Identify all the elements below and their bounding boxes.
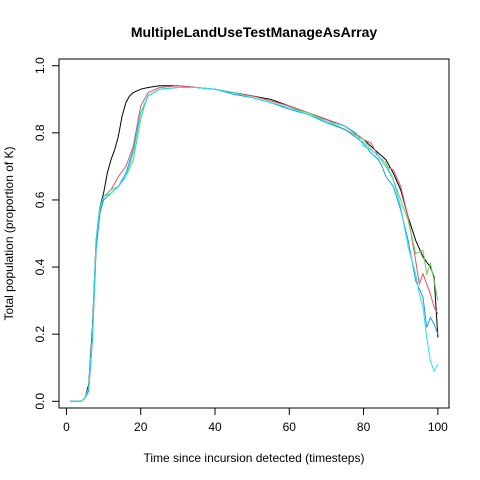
y-tick-label: 0.0 bbox=[33, 393, 47, 410]
x-tick-label: 80 bbox=[357, 420, 371, 434]
y-axis: 0.0 0.2 0.4 0.6 0.8 1.0 bbox=[33, 57, 60, 410]
y-tick-label: 0.4 bbox=[33, 258, 47, 275]
y-tick-label: 0.2 bbox=[33, 326, 47, 343]
x-tick-label: 0 bbox=[63, 420, 70, 434]
y-axis-label: Total population (proportion of K) bbox=[2, 146, 16, 320]
series-line-2 bbox=[70, 85, 439, 402]
x-axis-label: Time since incursion detected (timesteps… bbox=[144, 451, 365, 465]
y-tick-label: 0.6 bbox=[33, 191, 47, 208]
x-tick-label: 60 bbox=[283, 420, 297, 434]
x-tick-label: 40 bbox=[208, 420, 222, 434]
series-line-5 bbox=[70, 87, 439, 402]
y-tick-label: 1.0 bbox=[33, 57, 47, 74]
x-axis: 0 20 40 60 80 100 bbox=[63, 407, 448, 434]
y-tick-label: 0.8 bbox=[33, 124, 47, 141]
plot-frame bbox=[58, 58, 450, 409]
chart-title: MultipleLandUseTestManageAsArray bbox=[131, 24, 378, 40]
x-tick-label: 20 bbox=[134, 420, 148, 434]
series-line-4 bbox=[70, 87, 439, 402]
x-tick-label: 100 bbox=[428, 420, 448, 434]
series-layer bbox=[70, 85, 439, 402]
series-line-3 bbox=[70, 87, 439, 402]
series-line-1 bbox=[70, 85, 439, 402]
